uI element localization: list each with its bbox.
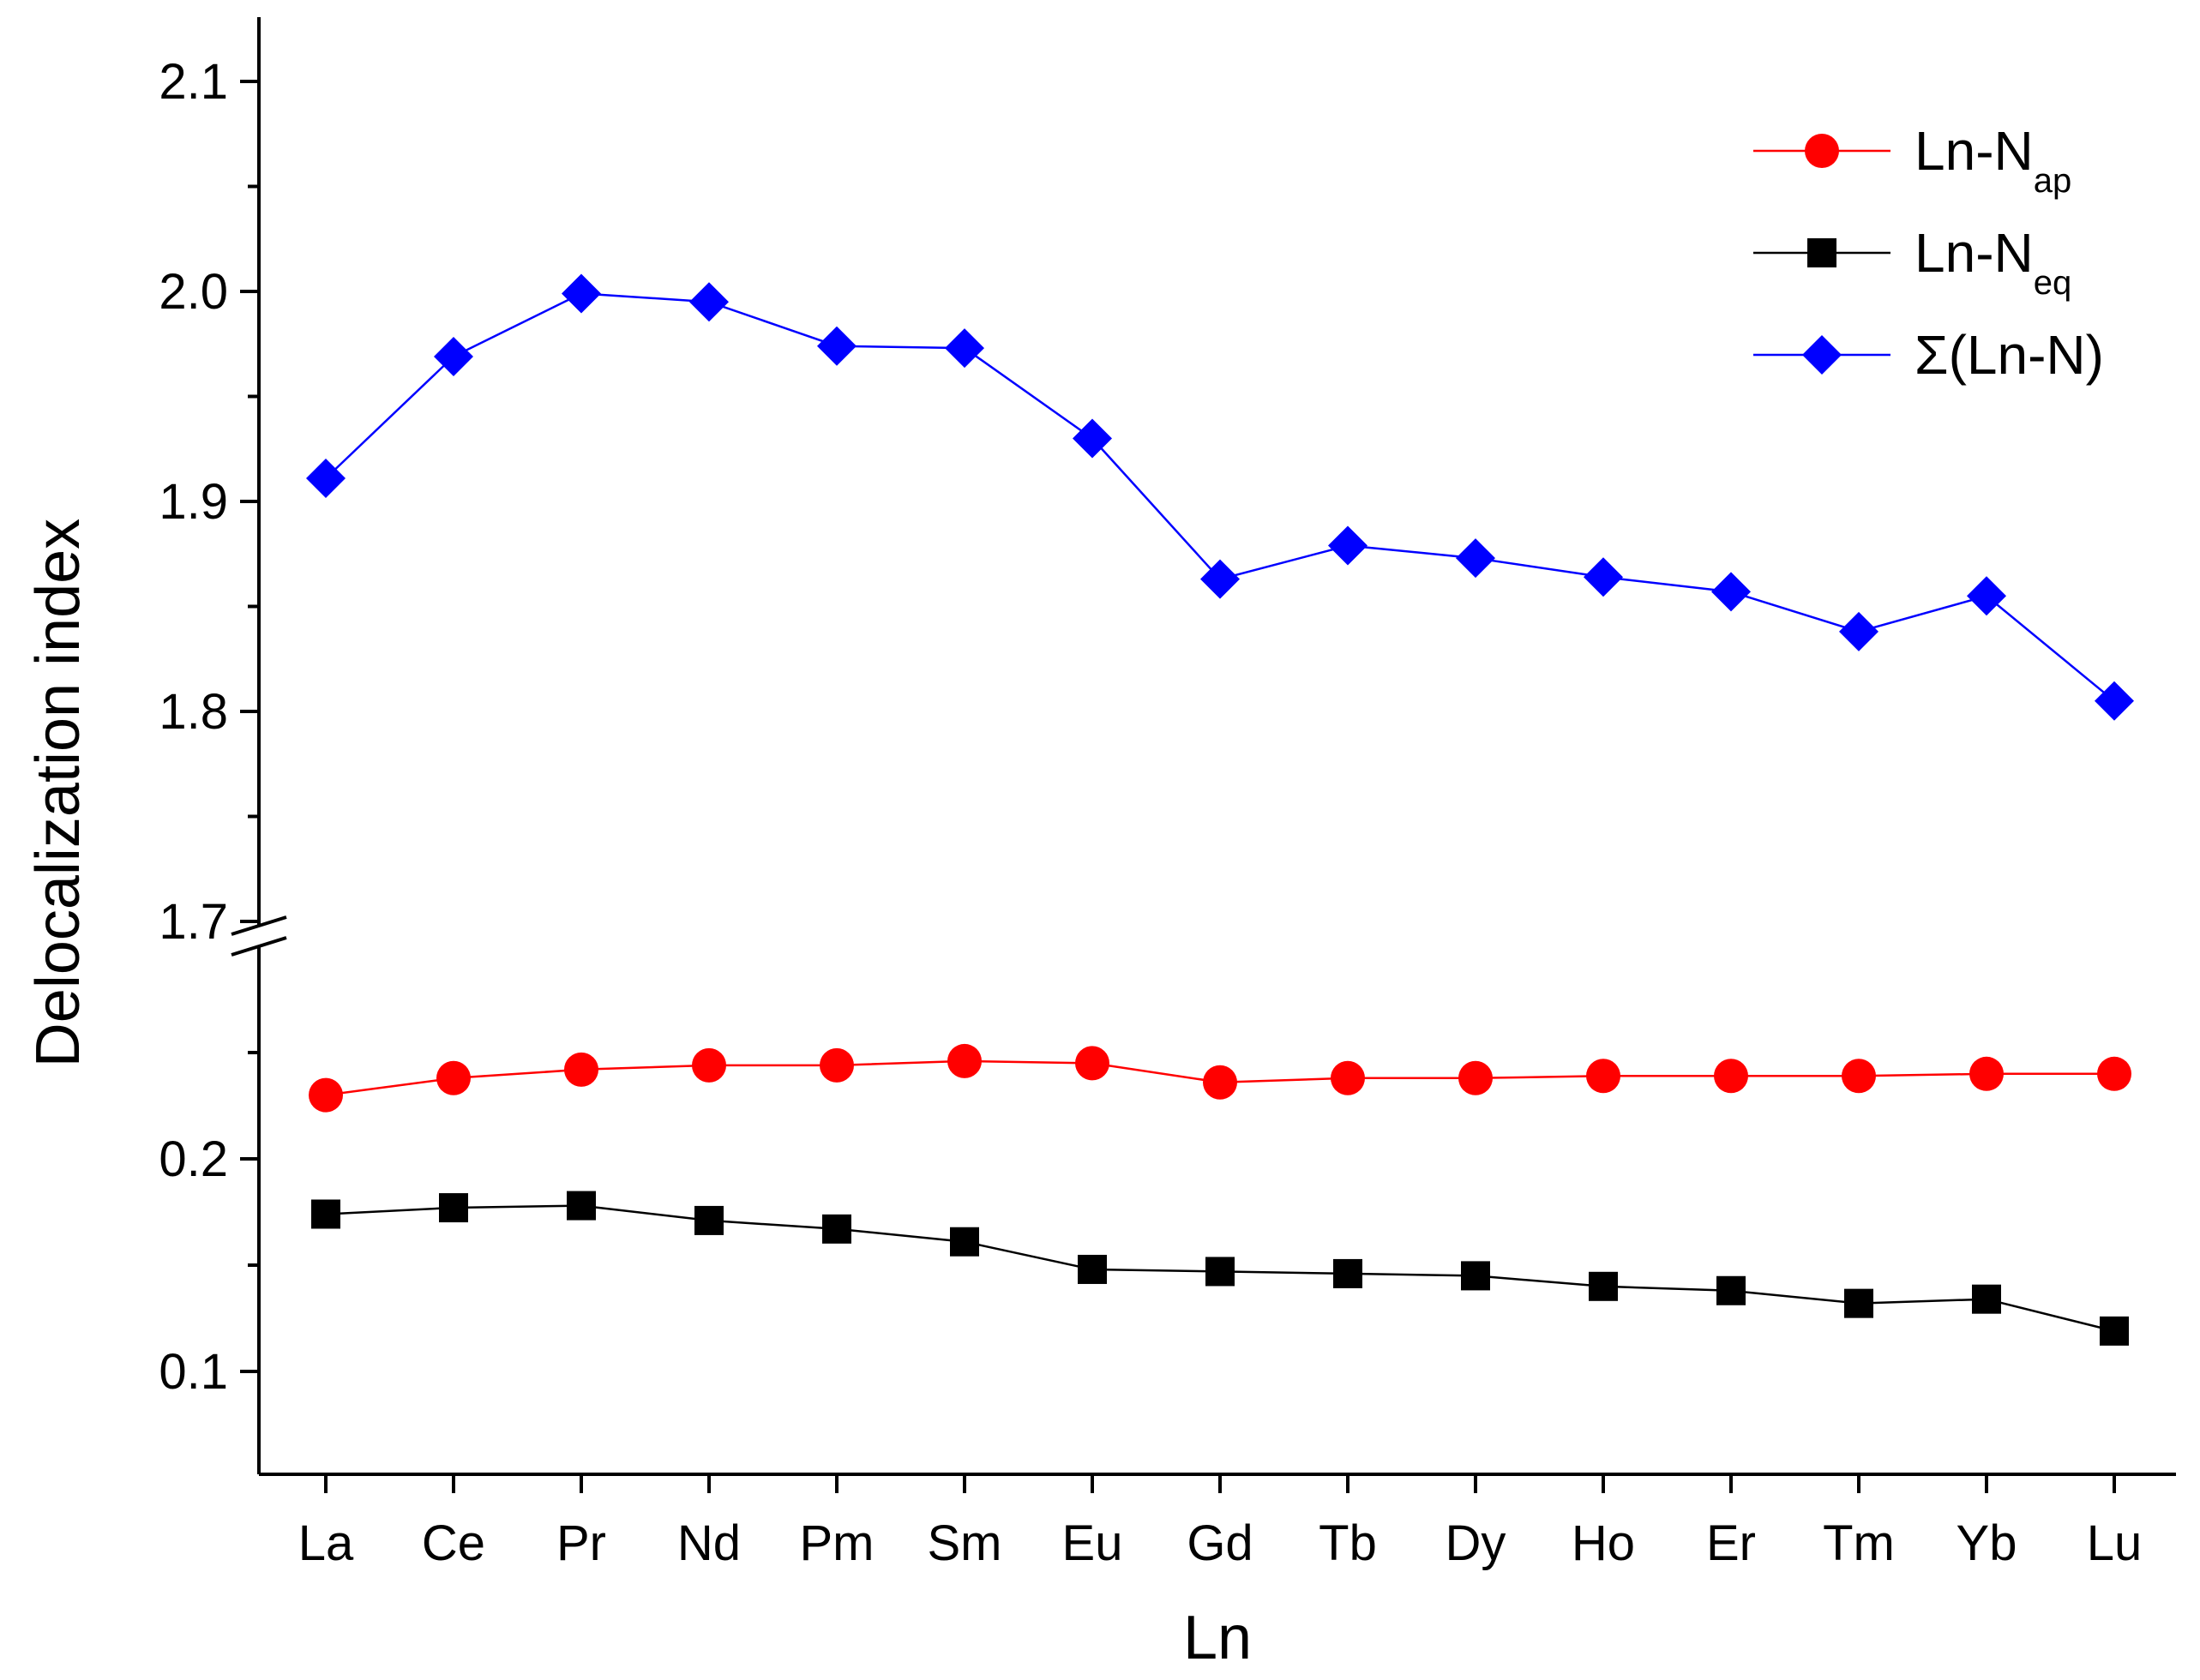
data-point-circle [564,1052,598,1087]
legend-label-diamond: Σ(Ln-N) [1914,324,2104,386]
data-point-diamond [306,459,346,499]
data-point-square [1205,1257,1235,1287]
legend: Ln-Nap Ln-Neq Σ(Ln-N) [1753,120,2104,386]
data-point-square [439,1193,468,1223]
legend-label-circle: Ln-Nap [1914,120,2071,200]
x-tick-label: Pm [800,1515,875,1571]
x-tick-label: Lu [2087,1515,2143,1571]
data-point-circle [1842,1059,1876,1094]
data-point-diamond [1839,611,1878,651]
data-point-square [1716,1275,1746,1305]
y-tick-label: 2.1 [159,54,228,110]
data-point-circle [692,1047,726,1083]
data-point-circle [1969,1056,2004,1091]
data-point-square [1589,1271,1618,1301]
x-axis-title: Ln [1183,1604,1252,1672]
data-point-diamond [817,326,857,366]
x-tick-label: Gd [1187,1515,1253,1571]
data-point-square [1844,1288,1873,1318]
data-point-diamond [1328,525,1367,566]
data-point-diamond [1456,538,1495,579]
axis-break-gap [230,926,288,946]
y-tick-label: 1.9 [159,474,228,530]
x-tick-label: Ho [1572,1515,1635,1571]
data-point-diamond [945,328,984,369]
axes: 1.7 1.8 1.9 2.0 2.1 0.1 0.2 La Ce Pr Nd Pm Sm Eu Gd Tb D… [159,17,2176,1571]
data-point-square [950,1227,979,1257]
data-point-square [567,1191,596,1221]
x-tick-label: La [298,1515,354,1571]
data-point-diamond [434,336,473,376]
data-point-square [311,1199,340,1229]
data-point-square [822,1214,851,1244]
y-tick-label: 1.7 [159,894,228,950]
data-point-circle [820,1047,854,1083]
data-point-diamond [562,273,601,314]
x-tick-label: Yb [1957,1515,2017,1571]
data-point-diamond [1967,576,2006,616]
data-point-circle [1586,1059,1620,1094]
data-point-circle [1331,1060,1365,1095]
data-point-diamond [1711,572,1751,612]
data-point-square [694,1205,724,1235]
data-point-square [1461,1261,1490,1291]
data-point-circle [309,1077,343,1113]
x-tick-label: Eu [1062,1515,1123,1571]
axis-break-mark [231,915,287,936]
y-tick-label: 0.1 [159,1344,228,1400]
x-tick-label: Tb [1319,1515,1377,1571]
data-point-diamond [689,282,729,322]
axis-break-mark [231,936,287,957]
data-point-circle [1458,1060,1493,1095]
legend-marker-diamond [1802,335,1842,375]
data-point-circle [2097,1056,2131,1091]
x-tick-label: Sm [928,1515,1002,1571]
y-tick-label: 2.0 [159,264,228,320]
data-point-circle [436,1060,471,1095]
legend-label-square: Ln-Neq [1914,222,2071,302]
y-tick-label: 1.8 [159,684,228,740]
x-tick-label: Nd [677,1515,741,1571]
data-point-square [2100,1316,2129,1346]
data-point-square [1972,1284,2001,1314]
x-tick-label: Dy [1446,1515,1506,1571]
legend-marker-square [1807,238,1836,267]
legend-marker-circle [1805,134,1839,168]
data-point-circle [1203,1065,1237,1100]
y-axis-title: Delocalization index [24,519,93,1067]
x-tick-label: Ce [422,1515,485,1571]
x-tick-label: Tm [1823,1515,1895,1571]
x-tick-label: Pr [556,1515,606,1571]
data-point-circle [1075,1046,1109,1081]
data-point-diamond [1584,557,1623,597]
y-tick-label: 0.2 [159,1131,228,1187]
data-point-square [1333,1258,1362,1288]
data-point-square [1078,1254,1107,1284]
data-point-circle [1714,1059,1748,1094]
x-tick-label: Er [1706,1515,1756,1571]
data-point-diamond [2095,681,2134,721]
series-layer [306,273,2134,1346]
data-point-circle [947,1043,982,1078]
data-point-diamond [1073,418,1112,459]
data-point-diamond [1200,559,1240,599]
